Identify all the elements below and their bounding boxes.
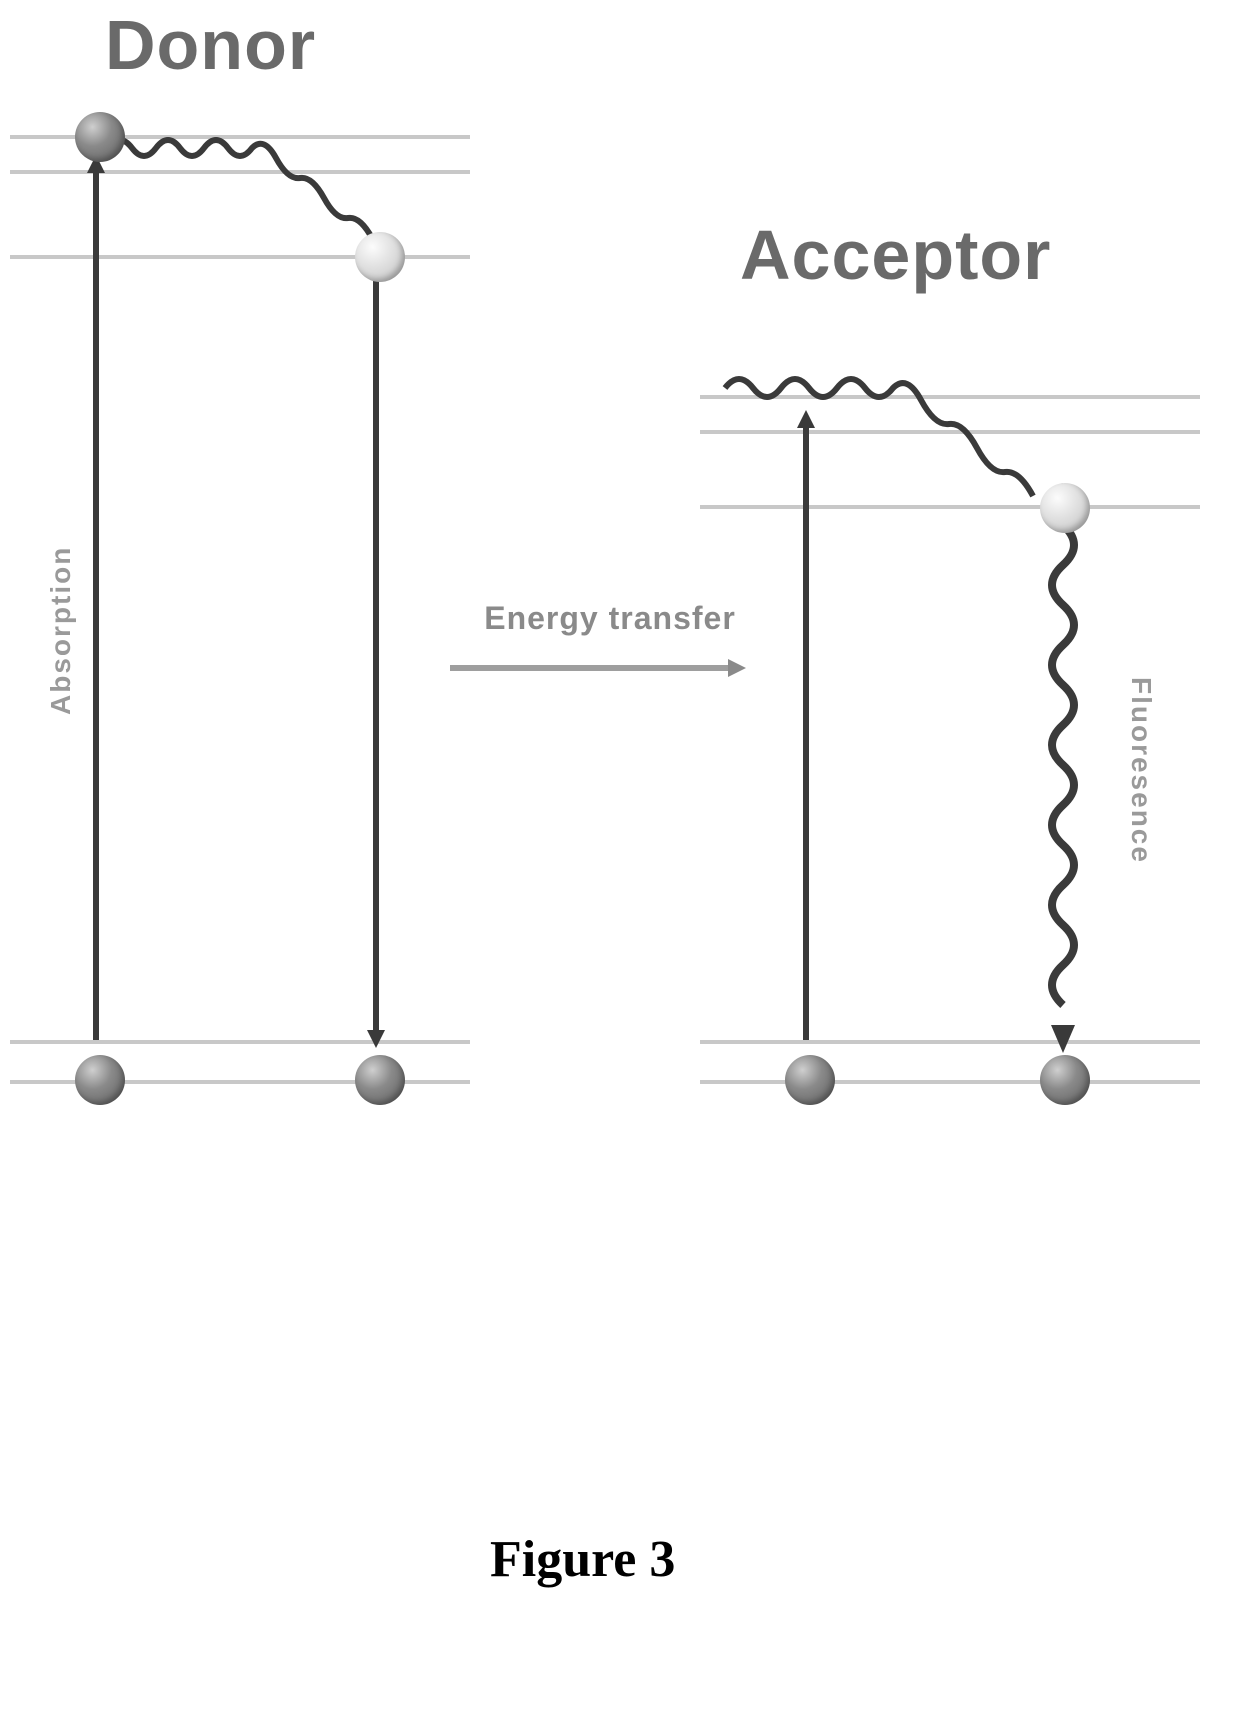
donor-title: Donor — [105, 5, 316, 85]
donor-ground-level-1 — [10, 1040, 470, 1044]
acceptor-internal-conversion-wave — [720, 365, 1080, 525]
acceptor-ground-ball-2 — [1040, 1055, 1090, 1105]
acceptor-ground-ball-1 — [785, 1055, 835, 1105]
diagram-canvas: Donor Acceptor Absorption — [0, 0, 1240, 1711]
acceptor-fluorescence-label: Fluoresence — [1125, 600, 1157, 940]
donor-ground-ball-2 — [355, 1055, 405, 1105]
figure-caption: Figure 3 — [490, 1530, 675, 1589]
energy-transfer-label: Energy transfer — [470, 600, 750, 637]
donor-relaxed-ball — [355, 232, 405, 282]
energy-transfer-arrow-head — [728, 659, 746, 677]
acceptor-fluorescence-wave — [1038, 525, 1098, 1055]
energy-transfer-arrow-shaft — [450, 665, 730, 671]
donor-ground-ball-1 — [75, 1055, 125, 1105]
acceptor-ground-level-2 — [700, 1080, 1200, 1084]
donor-relax-arrow-head — [367, 1030, 385, 1048]
donor-excited-ball — [75, 112, 125, 162]
acceptor-title: Acceptor — [740, 215, 1051, 295]
donor-absorption-label: Absorption — [45, 470, 77, 790]
acceptor-ground-level-1 — [700, 1040, 1200, 1044]
donor-internal-conversion-wave — [100, 130, 390, 270]
acceptor-relaxed-ball — [1040, 483, 1090, 533]
donor-absorption-arrow-shaft — [93, 170, 99, 1040]
donor-relax-arrow-shaft — [373, 260, 379, 1038]
